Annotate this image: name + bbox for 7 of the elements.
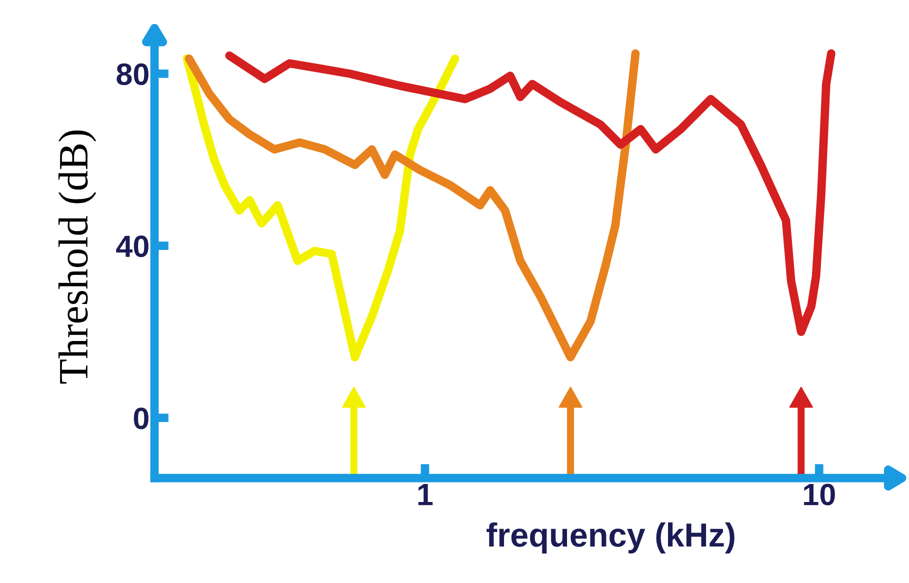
y-tick-label: 0 [134, 408, 148, 430]
y-tick-label: 40 [116, 236, 148, 258]
y-tick-label: 80 [116, 63, 148, 86]
y-axis-title: Threshold (dB) [58, 130, 96, 384]
x-axis-title: frequency (kHz) [486, 522, 734, 554]
x-tick-label: 10 [804, 484, 835, 506]
x-tick-label: 1 [418, 484, 433, 506]
